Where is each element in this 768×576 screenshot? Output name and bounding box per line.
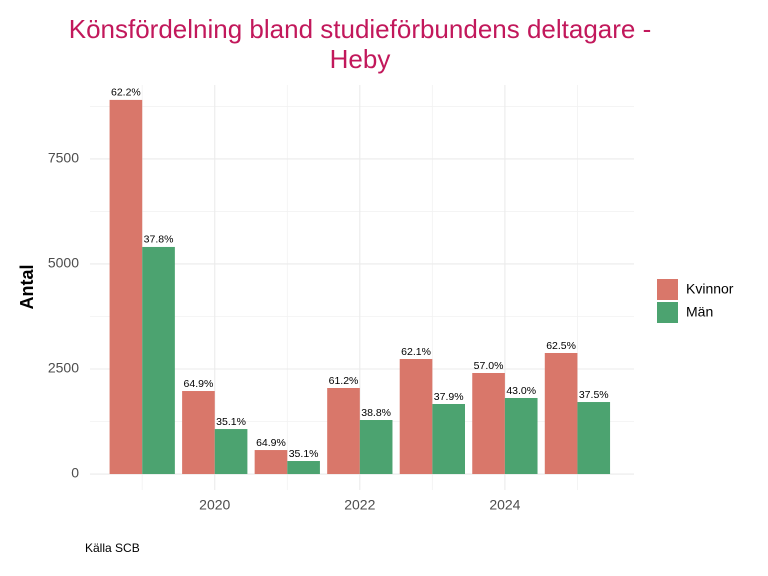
bar (327, 387, 360, 475)
y-tick-label: 2500 (48, 360, 79, 376)
bar (142, 246, 175, 475)
bar (214, 429, 248, 475)
bar-label: 35.1% (289, 448, 319, 460)
y-tick-label: 7500 (48, 150, 79, 166)
chart-title: Könsfördelning bland studieförbundens de… (68, 14, 652, 74)
bar-label: 37.5% (579, 389, 609, 401)
bar (504, 397, 538, 475)
legend-label: Män (686, 304, 713, 320)
bar-label: 62.5% (546, 340, 576, 352)
x-tick-label: 2024 (489, 497, 520, 513)
x-tick-label: 2020 (199, 497, 230, 513)
bar (182, 391, 215, 475)
bar (399, 359, 433, 475)
y-tick-label: 5000 (48, 255, 79, 271)
legend-swatch (657, 279, 678, 300)
bar-label: 35.1% (216, 416, 246, 428)
x-tick-label: 2022 (344, 497, 375, 513)
bar (577, 402, 611, 475)
bar-label: 62.1% (401, 346, 431, 358)
bar (359, 420, 393, 475)
bar (109, 99, 143, 475)
bar-label: 37.8% (144, 234, 174, 246)
bar-label: 43.0% (506, 385, 536, 397)
bar-label: 61.2% (329, 375, 359, 387)
bar (472, 372, 505, 475)
bar-label: 64.9% (184, 378, 214, 390)
caption: Källa SCB (85, 541, 140, 555)
legend-swatch (657, 302, 678, 323)
y-tick-label: 0 (71, 465, 79, 481)
bar (287, 461, 320, 475)
bar-label: 62.2% (111, 87, 141, 99)
bar-label: 38.8% (361, 407, 391, 419)
bar (544, 352, 578, 475)
bar (254, 450, 288, 475)
legend-label: Kvinnor (686, 281, 734, 297)
bar (432, 404, 465, 475)
bar-label: 37.9% (434, 391, 464, 403)
bar-label: 64.9% (256, 437, 286, 449)
bar-label: 57.0% (474, 360, 504, 372)
y-axis-label: Antal (17, 265, 37, 310)
